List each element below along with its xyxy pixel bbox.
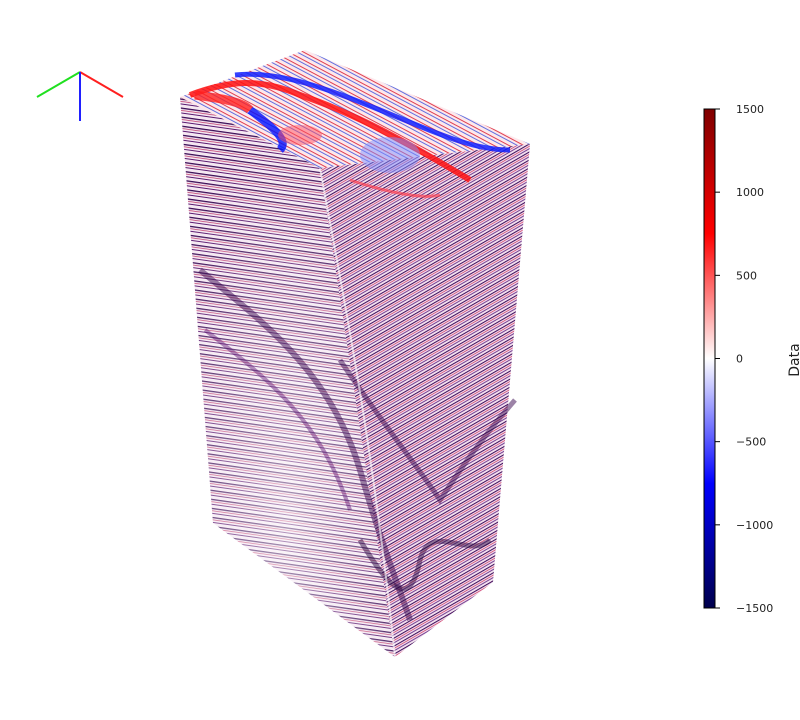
volume-side-face	[320, 144, 530, 657]
colorbar: 1500 1000 500 0 −500 −1000 −1500 Data	[703, 103, 800, 615]
seismic-volume[interactable]	[180, 50, 530, 658]
colorbar-tick-label: −1000	[736, 519, 773, 532]
orientation-axes	[36, 71, 124, 121]
colorbar-gradient	[703, 108, 716, 609]
colorbar-tick-label: 1500	[736, 103, 764, 116]
y-axis-line	[36, 71, 81, 98]
x-axis-line	[79, 71, 124, 98]
colorbar-tick-label: 1000	[736, 186, 764, 199]
colorbar-tick-label: −1500	[736, 602, 773, 615]
colorbar-title: Data	[787, 343, 800, 376]
volume-top-face	[180, 50, 530, 168]
colorbar-ticks: 1500 1000 500 0 −500 −1000 −1500	[715, 103, 773, 615]
colorbar-tick-label: 500	[736, 269, 757, 282]
colorbar-tick-label: −500	[736, 436, 766, 449]
colorbar-tick-label: 0	[736, 353, 743, 366]
